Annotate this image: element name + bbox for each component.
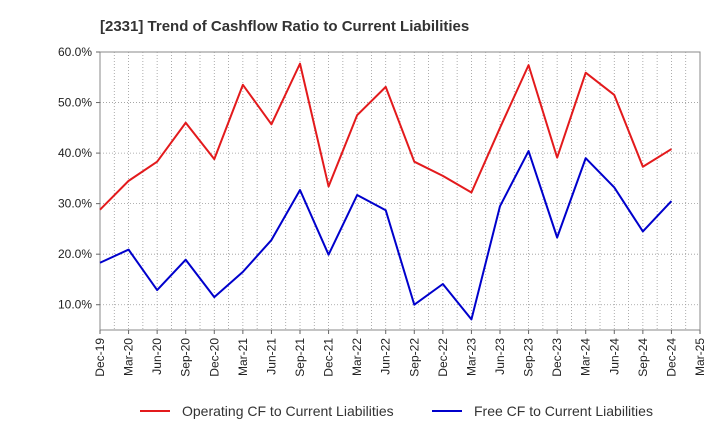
y-tick-label: 30.0% <box>58 197 92 211</box>
y-tick-label: 40.0% <box>58 146 92 160</box>
grid-lines <box>100 52 700 330</box>
x-tick-label: Dec-21 <box>322 338 336 377</box>
legend: Operating CF to Current Liabilities Free … <box>140 403 653 419</box>
y-tick-label: 20.0% <box>58 247 92 261</box>
series-line-operating-cf <box>99 62 672 211</box>
x-tick-label: Dec-20 <box>207 338 221 377</box>
x-tick-label: Sep-21 <box>293 338 307 377</box>
x-tick-label: Dec-24 <box>664 338 678 377</box>
legend-label: Operating CF to Current Liabilities <box>182 403 394 419</box>
x-tick-label: Mar-23 <box>464 338 478 376</box>
x-tick-label: Mar-21 <box>236 338 250 376</box>
series-line-free-cf <box>99 150 673 321</box>
x-tick-label: Dec-19 <box>93 338 107 377</box>
x-tick-label: Dec-23 <box>550 338 564 377</box>
x-tick-label: Sep-22 <box>407 338 421 377</box>
y-tick-label: 50.0% <box>58 96 92 110</box>
legend-label: Free CF to Current Liabilities <box>474 403 653 419</box>
x-tick-label: Sep-23 <box>522 338 536 377</box>
x-tick-label: Jun-20 <box>150 338 164 375</box>
y-axis-ticks: 10.0% 20.0% 30.0% 40.0% 50.0% 60.0% <box>58 45 100 312</box>
x-tick-label: Mar-22 <box>350 338 364 376</box>
x-axis-ticks: Dec-19 Mar-20 Jun-20 Sep-20 Dec-20 Mar-21 Jun-… <box>93 330 707 377</box>
x-tick-label: Jun-23 <box>493 338 507 375</box>
x-tick-label: Dec-22 <box>436 338 450 377</box>
x-tick-label: Jun-22 <box>379 338 393 375</box>
x-tick-label: Sep-24 <box>636 338 650 377</box>
x-tick-label: Mar-25 <box>693 338 707 376</box>
x-tick-label: Mar-24 <box>579 338 593 376</box>
series-lines <box>99 62 673 321</box>
chart-title: [2331] Trend of Cashflow Ratio to Curren… <box>100 18 469 35</box>
y-tick-label: 60.0% <box>58 45 92 59</box>
x-tick-label: Sep-20 <box>179 338 193 377</box>
x-tick-label: Jun-21 <box>264 338 278 375</box>
y-tick-label: 10.0% <box>58 298 92 312</box>
x-tick-label: Jun-24 <box>607 338 621 375</box>
x-tick-label: Mar-20 <box>122 338 136 376</box>
